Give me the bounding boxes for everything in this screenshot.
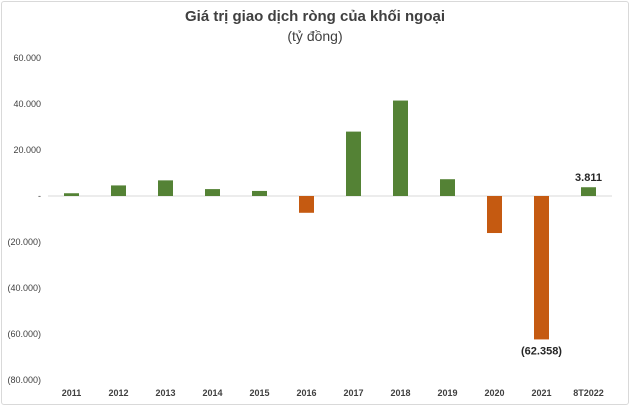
bar: [158, 180, 173, 196]
bar: [534, 196, 549, 340]
bar: [252, 190, 267, 196]
chart-title: Giá trị giao dịch ròng của khối ngoại: [184, 8, 446, 25]
y-tick-label: 40.000: [13, 99, 41, 109]
category-label: 2015: [249, 388, 269, 398]
category-label: 2021: [531, 388, 551, 398]
category-label: 2016: [296, 388, 316, 398]
bar: [487, 196, 502, 234]
data-label: 3.811: [575, 172, 602, 184]
category-label: 8T2022: [573, 388, 604, 398]
category-label: 2017: [343, 388, 363, 398]
category-label: 2020: [484, 388, 504, 398]
bar: [346, 131, 361, 196]
category-label: 2014: [202, 388, 222, 398]
category-label: 2018: [390, 388, 410, 398]
bar: [299, 196, 314, 213]
y-tick-label: (60.000): [7, 329, 41, 339]
category-label: 2013: [155, 388, 175, 398]
category-label: 2011: [62, 388, 82, 398]
bar: [64, 193, 79, 196]
bar: [205, 189, 220, 196]
data-label: (62.358): [521, 345, 562, 357]
bar: [440, 179, 455, 196]
y-tick-label: 60.000: [13, 53, 41, 63]
y-tick-label: (80.000): [7, 375, 41, 385]
category-label: 2012: [108, 388, 128, 398]
category-label: 2019: [437, 388, 457, 398]
bar: [581, 187, 596, 196]
bar: [393, 100, 408, 196]
y-tick-label: (20.000): [7, 237, 41, 247]
y-tick-label: -: [38, 191, 41, 201]
chart-subtitle: (tỷ đồng): [287, 28, 343, 44]
y-tick-label: 20.000: [13, 145, 41, 155]
y-tick-label: (40.000): [7, 283, 41, 293]
bar: [111, 185, 126, 196]
